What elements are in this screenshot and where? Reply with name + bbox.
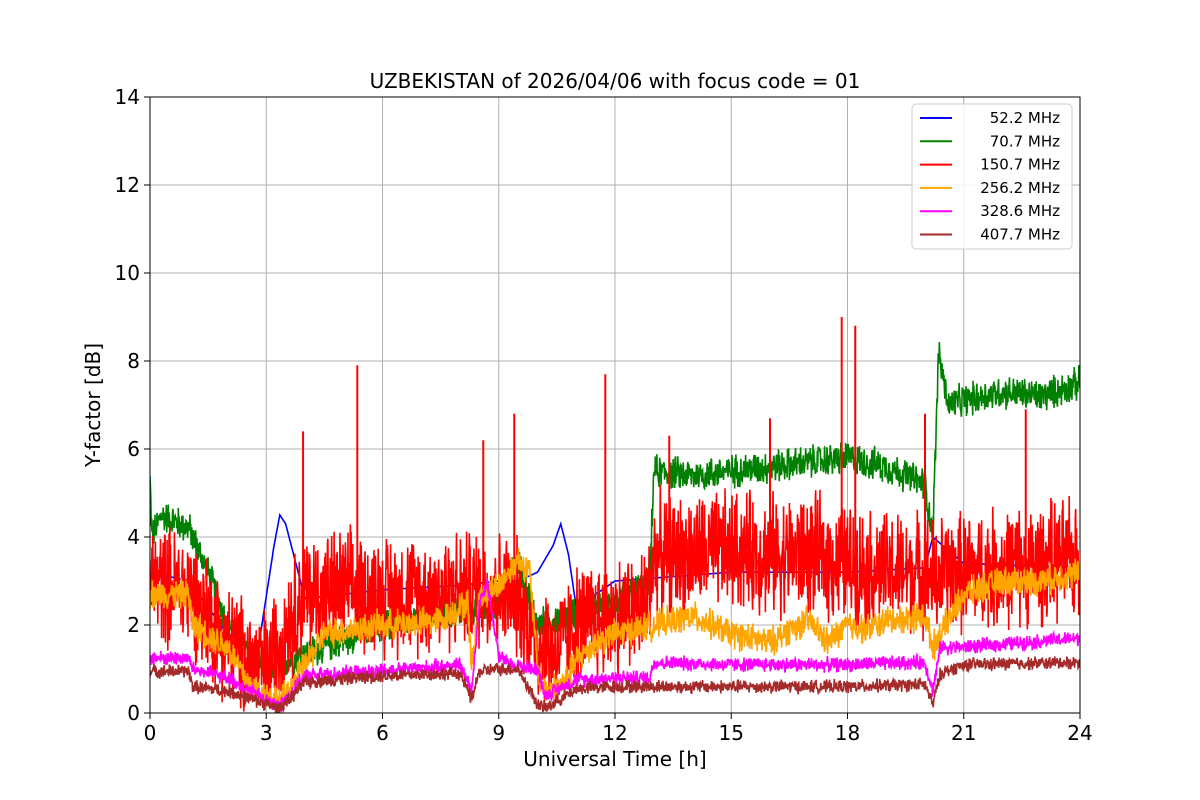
y-tick-label: 6 — [127, 437, 140, 461]
series-328-6-mhz — [150, 578, 1080, 713]
x-tick-label: 21 — [951, 721, 976, 745]
x-tick-label: 9 — [492, 721, 505, 745]
x-axis: 0 3 6 9 12 15 18 21 24 — [144, 713, 1093, 745]
legend-item: 150.7 MHz — [920, 156, 1060, 174]
x-tick-label: 15 — [719, 721, 744, 745]
x-tick-label: 18 — [835, 721, 860, 745]
legend-label: 256.2 MHz — [980, 179, 1060, 197]
y-tick-label: 0 — [127, 701, 140, 725]
legend-box — [911, 103, 1073, 250]
legend: 52.2 MHz 70.7 MHz 150.7 MHz 256.2 MHz 328.6 … — [911, 103, 1073, 250]
y-tick-label: 2 — [127, 613, 140, 637]
legend-item: 52.2 MHz — [920, 109, 1060, 127]
series-line-256-2-mhz — [150, 547, 1080, 713]
series-line-407-7-mhz — [150, 656, 1080, 713]
legend-item: 407.7 MHz — [920, 226, 1060, 244]
x-tick-label: 24 — [1067, 721, 1092, 745]
y-tick-label: 14 — [115, 85, 140, 109]
legend-item: 328.6 MHz — [920, 202, 1060, 220]
y-tick-label: 10 — [115, 261, 140, 285]
series-150-7-mhz — [150, 317, 1080, 712]
y-tick-label: 8 — [127, 349, 140, 373]
chart-title: UZBEKISTAN of 2026/04/06 with focus code… — [370, 69, 861, 93]
series-layer — [150, 317, 1080, 713]
x-axis-label: Universal Time [h] — [523, 747, 706, 771]
series-256-2-mhz — [150, 547, 1080, 713]
legend-label: 328.6 MHz — [980, 202, 1060, 220]
series-line-328-6-mhz — [150, 578, 1080, 713]
y-axis-label: Y-factor [dB] — [81, 343, 105, 468]
x-tick-label: 12 — [602, 721, 627, 745]
y-axis: 0 2 4 6 8 10 12 14 — [115, 85, 150, 725]
legend-label: 70.7 MHz — [990, 132, 1060, 150]
x-tick-label: 6 — [376, 721, 389, 745]
y-tick-label: 12 — [115, 173, 140, 197]
y-tick-label: 4 — [127, 525, 140, 549]
x-tick-label: 3 — [260, 721, 273, 745]
legend-label: 407.7 MHz — [980, 226, 1060, 244]
legend-item: 70.7 MHz — [920, 132, 1060, 150]
legend-item: 256.2 MHz — [920, 179, 1060, 197]
legend-label: 150.7 MHz — [980, 156, 1060, 174]
x-tick-label: 0 — [144, 721, 157, 745]
legend-label: 52.2 MHz — [990, 109, 1060, 127]
series-407-7-mhz — [150, 656, 1080, 713]
